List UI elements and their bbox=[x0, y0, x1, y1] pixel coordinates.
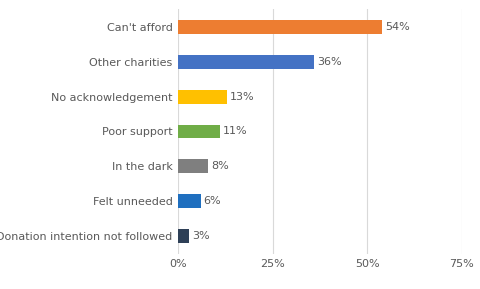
Text: 13%: 13% bbox=[230, 92, 254, 102]
Bar bbox=[178, 160, 208, 173]
Bar bbox=[178, 90, 227, 103]
Text: 8%: 8% bbox=[211, 161, 228, 171]
Bar bbox=[178, 194, 200, 208]
Text: 3%: 3% bbox=[192, 231, 210, 241]
Text: 36%: 36% bbox=[316, 57, 341, 67]
Bar bbox=[178, 125, 219, 138]
Bar bbox=[178, 229, 189, 243]
Text: 54%: 54% bbox=[384, 22, 409, 32]
Bar bbox=[178, 20, 382, 34]
Text: 6%: 6% bbox=[203, 196, 221, 206]
Text: 11%: 11% bbox=[222, 127, 247, 136]
Bar bbox=[178, 55, 313, 69]
